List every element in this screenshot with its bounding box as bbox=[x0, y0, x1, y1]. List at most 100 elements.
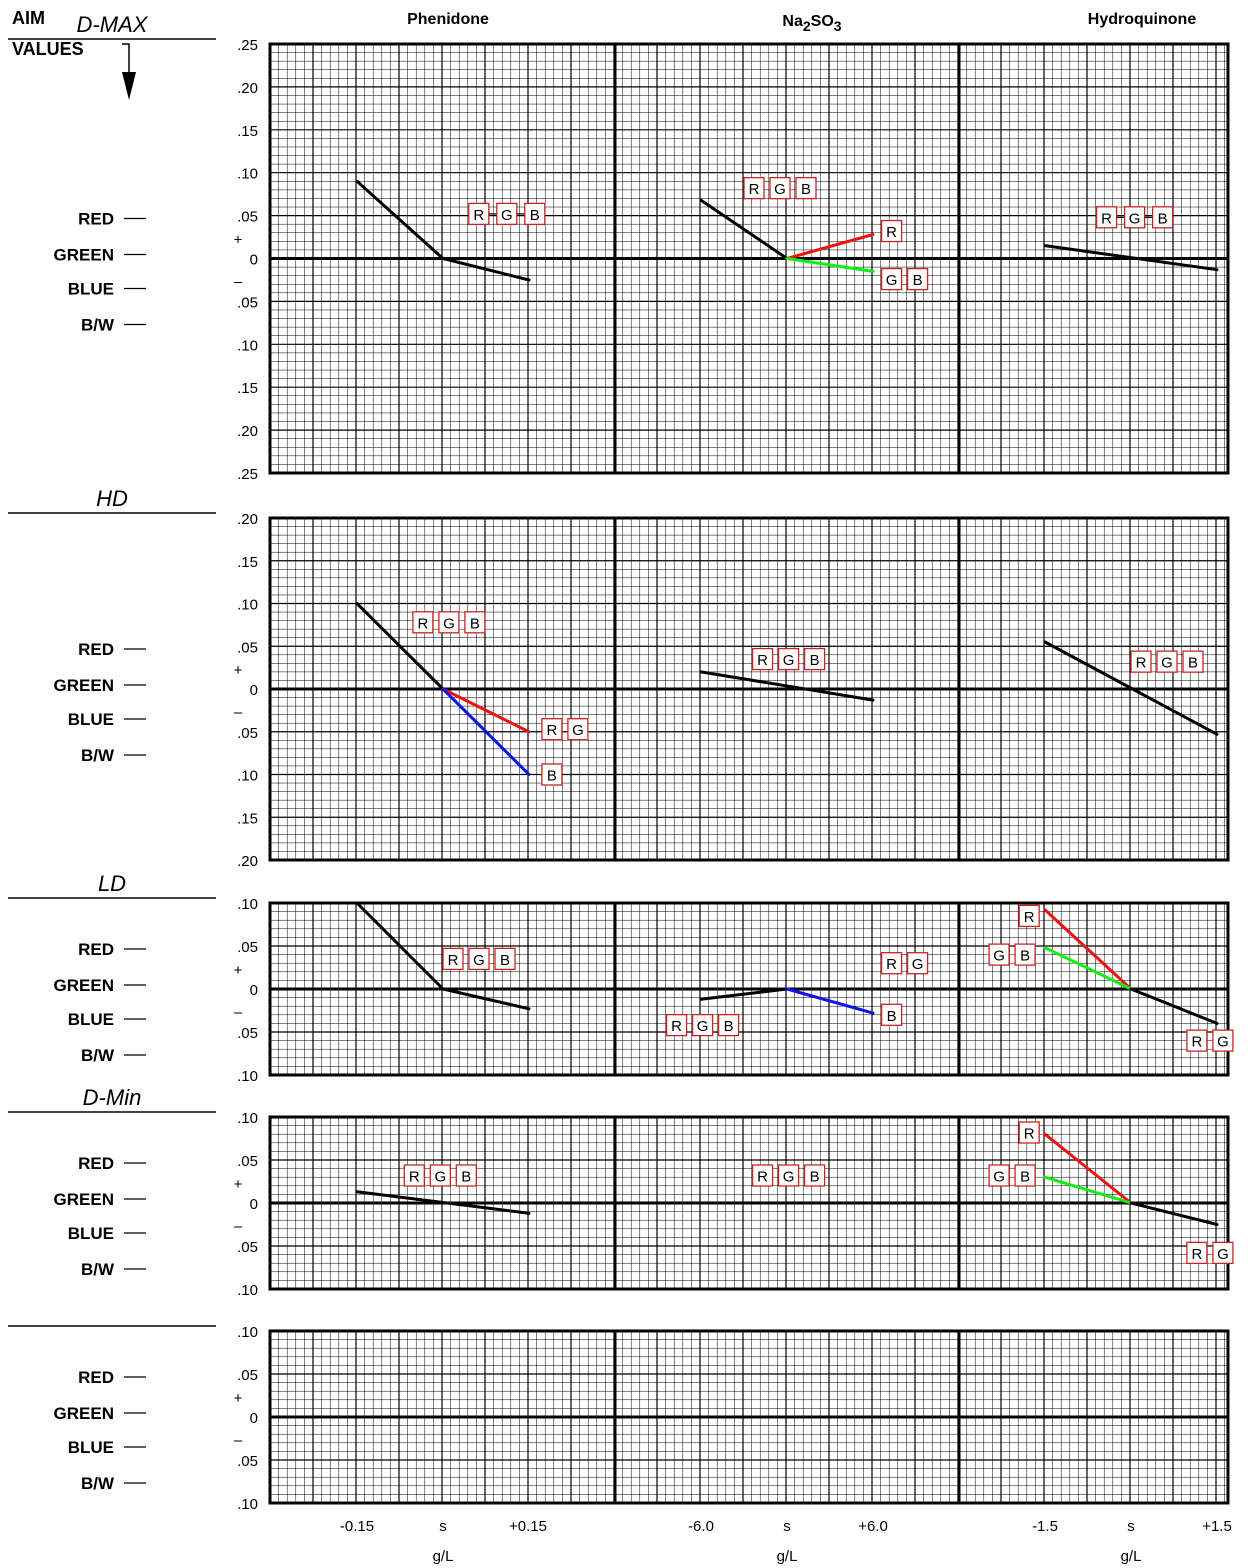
plus-sign: + bbox=[234, 232, 243, 249]
side-label-bw: B/W bbox=[81, 1046, 115, 1065]
rgb-box-G bbox=[880, 267, 903, 291]
rgb-box-group: B bbox=[541, 763, 563, 786]
rgb-box-letter-R: R bbox=[448, 952, 459, 969]
y-label-negative: .20 bbox=[237, 853, 258, 870]
minus-sign: – bbox=[234, 274, 243, 291]
response-line-neutral bbox=[699, 670, 875, 702]
rgb-box-B bbox=[803, 647, 826, 671]
rgb-box-R bbox=[1018, 1121, 1040, 1144]
rgb-box-G bbox=[1156, 650, 1178, 673]
response-line-G bbox=[1043, 1175, 1133, 1205]
rgb-box-letter-R: R bbox=[757, 652, 768, 669]
x-unit-sulfite: g/L bbox=[777, 1548, 798, 1565]
rgb-box-letter-G: G bbox=[443, 615, 455, 632]
y-label-negative: .10 bbox=[237, 768, 258, 785]
section-title: HD bbox=[96, 486, 128, 511]
rgb-box-B bbox=[541, 763, 563, 786]
response-line-neutral bbox=[1043, 640, 1219, 736]
rgb-box-R bbox=[665, 1013, 688, 1037]
rgb-box-G bbox=[988, 1164, 1010, 1187]
rgb-box-R bbox=[751, 647, 774, 671]
aim-arrow-icon bbox=[122, 72, 136, 100]
rgb-box-letter-B: B bbox=[530, 207, 540, 224]
response-line-R bbox=[1043, 908, 1133, 991]
x-unit-phenidone: g/L bbox=[433, 1548, 454, 1565]
aim-arrow-shaft bbox=[122, 43, 130, 73]
rgb-box-letter-B: B bbox=[801, 181, 811, 198]
y-label-zero: 0 bbox=[250, 1196, 258, 1213]
rgb-box-letter-B: B bbox=[1020, 1168, 1030, 1185]
rgb-box-letter-G: G bbox=[993, 948, 1005, 965]
y-label-negative: .10 bbox=[237, 1282, 258, 1299]
y-label-negative: .05 bbox=[237, 1025, 258, 1042]
rgb-box-letter-B: B bbox=[1020, 948, 1030, 965]
rgb-box-G bbox=[906, 952, 929, 975]
x-tick-sulfite-standard: s bbox=[783, 1518, 791, 1535]
y-label-positive: .15 bbox=[237, 554, 258, 571]
rgb-box-letter-R: R bbox=[749, 181, 760, 198]
rgb-box-letter-B: B bbox=[887, 1008, 897, 1025]
x-tick-sulfite-minus: -6.0 bbox=[688, 1518, 714, 1535]
response-line-R bbox=[1043, 1132, 1133, 1205]
rgb-box-letter-R: R bbox=[417, 615, 428, 632]
rgb-box-G bbox=[777, 647, 800, 671]
rgb-box-letter-B: B bbox=[1158, 210, 1168, 227]
rgb-box-B bbox=[524, 202, 546, 226]
minus-sign: – bbox=[234, 1004, 243, 1021]
plus-sign: + bbox=[234, 1390, 243, 1407]
rgb-box-G bbox=[769, 176, 791, 200]
y-label-negative: .10 bbox=[237, 1496, 258, 1513]
rgb-box-letter-R: R bbox=[757, 1168, 768, 1185]
rgb-box-R bbox=[1018, 904, 1040, 928]
y-label-zero: 0 bbox=[250, 252, 258, 269]
response-line-neutral bbox=[355, 901, 531, 1011]
y-label-positive: .05 bbox=[237, 939, 258, 956]
side-label-blue: BLUE bbox=[68, 1438, 114, 1457]
rgb-box-letter-R: R bbox=[473, 207, 484, 224]
column-header-hydroquinone: Hydroquinone bbox=[1088, 11, 1197, 28]
rgb-box-letter-R: R bbox=[1136, 655, 1147, 672]
rgb-box-R bbox=[1186, 1241, 1208, 1265]
rgb-box-G bbox=[1212, 1029, 1234, 1052]
rgb-box-letter-G: G bbox=[1161, 655, 1173, 672]
rgb-box-B bbox=[1151, 206, 1174, 229]
panel-2: .20 .15 .10 .05 0 .05 .10 .15 .20 + – HD RED GREEN BLU… bbox=[8, 486, 1230, 870]
side-label-red: RED bbox=[78, 210, 114, 229]
y-label-negative: .05 bbox=[237, 725, 258, 742]
rgb-box-letter-G: G bbox=[1217, 1246, 1229, 1263]
rgb-box-R bbox=[751, 1164, 774, 1187]
rgb-box-letter-R: R bbox=[1101, 210, 1112, 227]
rgb-box-G bbox=[468, 947, 490, 971]
y-label-negative: .10 bbox=[237, 1068, 258, 1085]
response-line-neutral bbox=[355, 179, 531, 282]
response-line-B bbox=[785, 987, 875, 1015]
rgb-box-letter-B: B bbox=[810, 1168, 820, 1185]
side-label-green: GREEN bbox=[54, 1190, 114, 1209]
rgb-box-letter-B: B bbox=[461, 1168, 471, 1185]
side-label-blue: BLUE bbox=[68, 280, 114, 299]
y-label-positive: .05 bbox=[237, 1367, 258, 1384]
plus-sign: + bbox=[234, 1176, 243, 1193]
y-label-negative: .25 bbox=[237, 466, 258, 483]
aim-title-line2: VALUES bbox=[12, 39, 84, 59]
x-tick-phenidone-plus: +0.15 bbox=[509, 1518, 547, 1535]
minus-sign: – bbox=[234, 1218, 243, 1235]
y-label-positive: .10 bbox=[237, 1110, 258, 1127]
rgb-box-R bbox=[880, 952, 903, 975]
rgb-box-B bbox=[795, 176, 817, 200]
side-label-red: RED bbox=[78, 640, 114, 659]
rgb-box-group: B bbox=[880, 1003, 903, 1026]
rgb-box-group: R bbox=[1018, 1121, 1040, 1144]
